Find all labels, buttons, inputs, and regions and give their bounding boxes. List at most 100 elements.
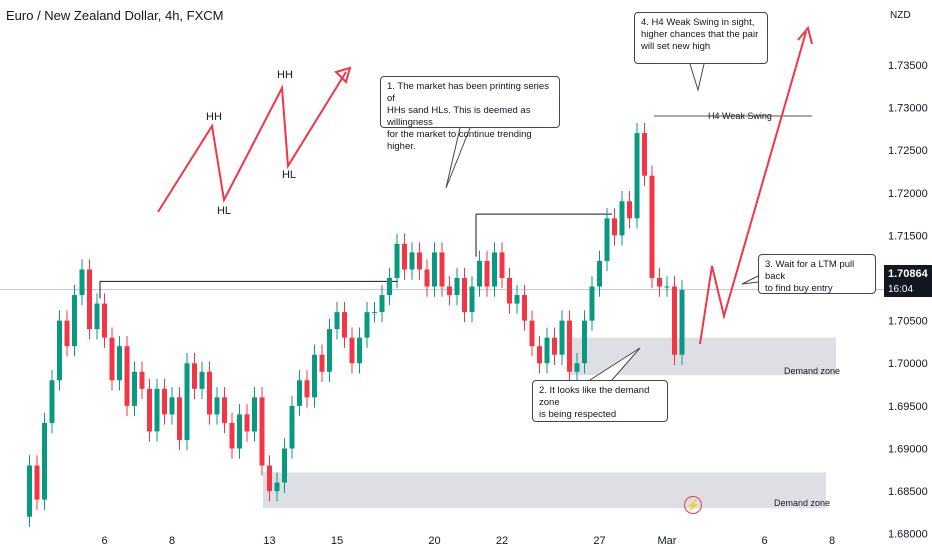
x-tick-label: 6 bbox=[101, 535, 107, 547]
candle-body bbox=[447, 286, 452, 296]
candle-body bbox=[327, 329, 332, 372]
callout-line: to find buy entry bbox=[765, 283, 833, 294]
candle-body bbox=[364, 312, 370, 338]
candle-body bbox=[627, 201, 632, 219]
x-tick-label: Mar bbox=[658, 535, 677, 547]
y-tick-label: 1.68500 bbox=[888, 486, 928, 498]
trend-label: HL bbox=[217, 205, 231, 217]
candle-body bbox=[64, 320, 70, 347]
callout-line: 2. It looks like the demand zone bbox=[539, 385, 650, 408]
candle-body bbox=[634, 133, 640, 219]
candle-body bbox=[274, 482, 280, 492]
candle-body bbox=[612, 218, 617, 236]
candle-body bbox=[139, 371, 145, 389]
projection-arrowhead bbox=[797, 25, 813, 45]
flash-icon[interactable]: ⚡ bbox=[684, 496, 702, 514]
candle-body bbox=[642, 133, 647, 176]
candle-body bbox=[477, 260, 482, 287]
candle-body bbox=[432, 252, 437, 287]
candle-body bbox=[469, 286, 475, 313]
candle-body bbox=[679, 289, 685, 355]
callout-pointer bbox=[445, 127, 471, 189]
candle-body bbox=[267, 465, 272, 492]
candle-body bbox=[454, 278, 460, 296]
candle-body bbox=[289, 405, 295, 449]
candle-body bbox=[537, 346, 542, 364]
candle-body bbox=[409, 252, 415, 270]
y-tick-label: 1.71500 bbox=[888, 230, 928, 242]
candle-body bbox=[372, 312, 377, 314]
x-tick-label: 8 bbox=[829, 535, 835, 547]
candle-body bbox=[394, 243, 400, 278]
candle-body bbox=[514, 295, 520, 304]
candle-body bbox=[244, 414, 250, 432]
candle-body bbox=[177, 397, 182, 440]
candle-body bbox=[237, 414, 242, 449]
candle-body bbox=[34, 465, 40, 500]
candle-body bbox=[184, 363, 190, 440]
candle-body bbox=[552, 337, 557, 355]
projection-path bbox=[699, 31, 807, 345]
candle-body bbox=[582, 320, 587, 364]
candle-body bbox=[559, 320, 565, 355]
candle-body bbox=[379, 295, 385, 313]
candle-body bbox=[297, 380, 302, 406]
candle-body bbox=[169, 397, 175, 415]
candles bbox=[27, 122, 685, 527]
candle-body bbox=[567, 320, 572, 372]
candle-body bbox=[319, 354, 325, 372]
hh-hl-zigzag bbox=[157, 71, 347, 213]
callout-pointer bbox=[689, 63, 705, 92]
trend-label: HL bbox=[282, 169, 296, 181]
chart-title: Euro / New Zealand Dollar, 4h, FXCM bbox=[6, 8, 224, 23]
candle-body bbox=[507, 278, 512, 304]
x-tick-label: 13 bbox=[263, 535, 275, 547]
callout-demand: 2. It looks like the demand zone is being… bbox=[532, 380, 668, 422]
candle-body bbox=[94, 303, 100, 330]
y-tick-label: 1.73000 bbox=[888, 103, 928, 115]
candle-body bbox=[439, 252, 445, 287]
y-tick-label: 1.68000 bbox=[888, 529, 928, 541]
candle-body bbox=[282, 448, 287, 483]
candle-body bbox=[49, 380, 55, 423]
candle-body bbox=[657, 278, 662, 287]
candle-body bbox=[154, 388, 160, 432]
candle-body bbox=[619, 201, 625, 236]
y-tick-label: 1.72500 bbox=[888, 145, 928, 157]
candle-body bbox=[57, 320, 62, 381]
candle-body bbox=[109, 337, 115, 381]
candle-body bbox=[484, 260, 490, 287]
candle-body bbox=[597, 260, 602, 287]
y-tick-label: 1.69000 bbox=[888, 443, 928, 455]
candle-body bbox=[199, 371, 205, 389]
candle-body bbox=[649, 175, 655, 278]
candle-body bbox=[417, 252, 422, 270]
x-axis: 6 8 13 15 20 22 27 Mar 6 8 bbox=[101, 535, 835, 547]
x-tick-label: 27 bbox=[593, 535, 605, 547]
candle-body bbox=[252, 397, 257, 432]
currency-label: NZD bbox=[890, 10, 911, 21]
demand-zone-label: Demand zone bbox=[774, 498, 830, 508]
chart-labels: HH HL HH HL H4 Weak Swing Demand zone Demand z… bbox=[206, 69, 840, 508]
candle-body bbox=[672, 286, 677, 355]
x-tick-label: 20 bbox=[428, 535, 440, 547]
candle-body bbox=[402, 243, 407, 270]
callout-line: higher chances that the pair bbox=[641, 29, 759, 40]
callout-line: will set new high bbox=[641, 41, 711, 52]
candle-body bbox=[604, 218, 610, 261]
candle-body bbox=[259, 397, 265, 466]
demand-zones bbox=[263, 337, 836, 509]
candle-body bbox=[214, 397, 220, 415]
trend-arrows bbox=[157, 25, 813, 381]
candle-body bbox=[72, 295, 77, 347]
candle-body bbox=[334, 312, 340, 330]
x-tick-label: 15 bbox=[331, 535, 343, 547]
candle-body bbox=[462, 278, 467, 313]
callout-pointer bbox=[589, 347, 641, 381]
candle-body bbox=[42, 422, 47, 500]
y-tick-label: 1.69500 bbox=[888, 401, 928, 413]
trend-label: HH bbox=[206, 111, 222, 123]
current-price-tag: 1.70864 bbox=[884, 265, 932, 283]
zigzag-arrowhead bbox=[334, 66, 352, 84]
